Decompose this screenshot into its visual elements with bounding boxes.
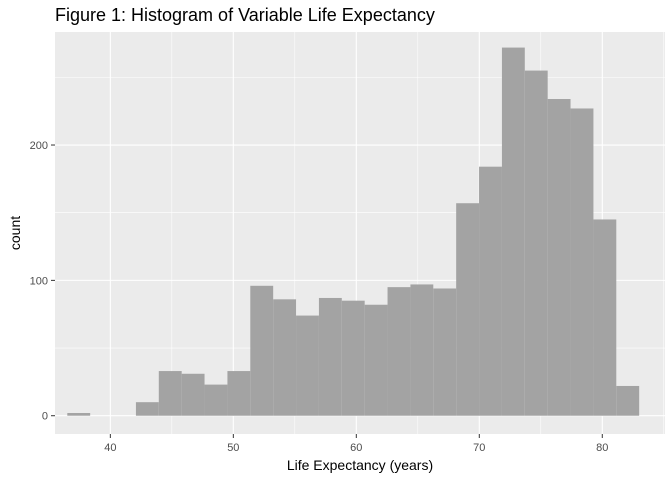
histogram-bar	[135, 402, 159, 416]
y-tick-label: 100	[30, 275, 48, 287]
histogram-bar	[433, 288, 457, 416]
histogram-bars	[67, 47, 640, 416]
histogram-bar	[67, 413, 91, 416]
y-tick-label: 200	[30, 140, 48, 152]
histogram-bar	[479, 166, 502, 416]
histogram-bar	[547, 99, 571, 416]
histogram-bar	[341, 300, 365, 416]
x-tick-label: 70	[473, 442, 485, 454]
x-tick-label: 60	[350, 442, 362, 454]
histogram-bar	[616, 385, 640, 416]
histogram-bar	[593, 219, 617, 416]
histogram-bar	[158, 371, 182, 416]
histogram-bar	[204, 384, 228, 416]
x-tick-label: 40	[104, 442, 116, 454]
y-axis-title: count	[7, 216, 23, 250]
histogram-bar	[250, 285, 274, 416]
histogram-bar	[501, 47, 525, 416]
chart-title: Figure 1: Histogram of Variable Life Exp…	[55, 5, 435, 25]
x-axis: 40 50 60 70 80	[104, 434, 608, 454]
histogram-bar	[456, 203, 480, 416]
y-axis: 0 100 200	[30, 140, 55, 423]
histogram-bar	[570, 108, 594, 416]
histogram-bar	[364, 304, 388, 416]
histogram-bar	[410, 284, 434, 416]
x-tick-label: 50	[227, 442, 239, 454]
histogram-bar	[296, 315, 319, 416]
x-tick-label: 80	[596, 442, 608, 454]
histogram-bar	[524, 70, 548, 416]
histogram-bar	[387, 287, 411, 416]
y-tick-label: 0	[42, 411, 48, 423]
histogram-bar	[273, 299, 297, 416]
histogram-bar	[181, 373, 205, 416]
x-axis-title: Life Expectancy (years)	[287, 457, 433, 473]
histogram-bar	[227, 371, 251, 416]
histogram-bar	[318, 297, 342, 416]
